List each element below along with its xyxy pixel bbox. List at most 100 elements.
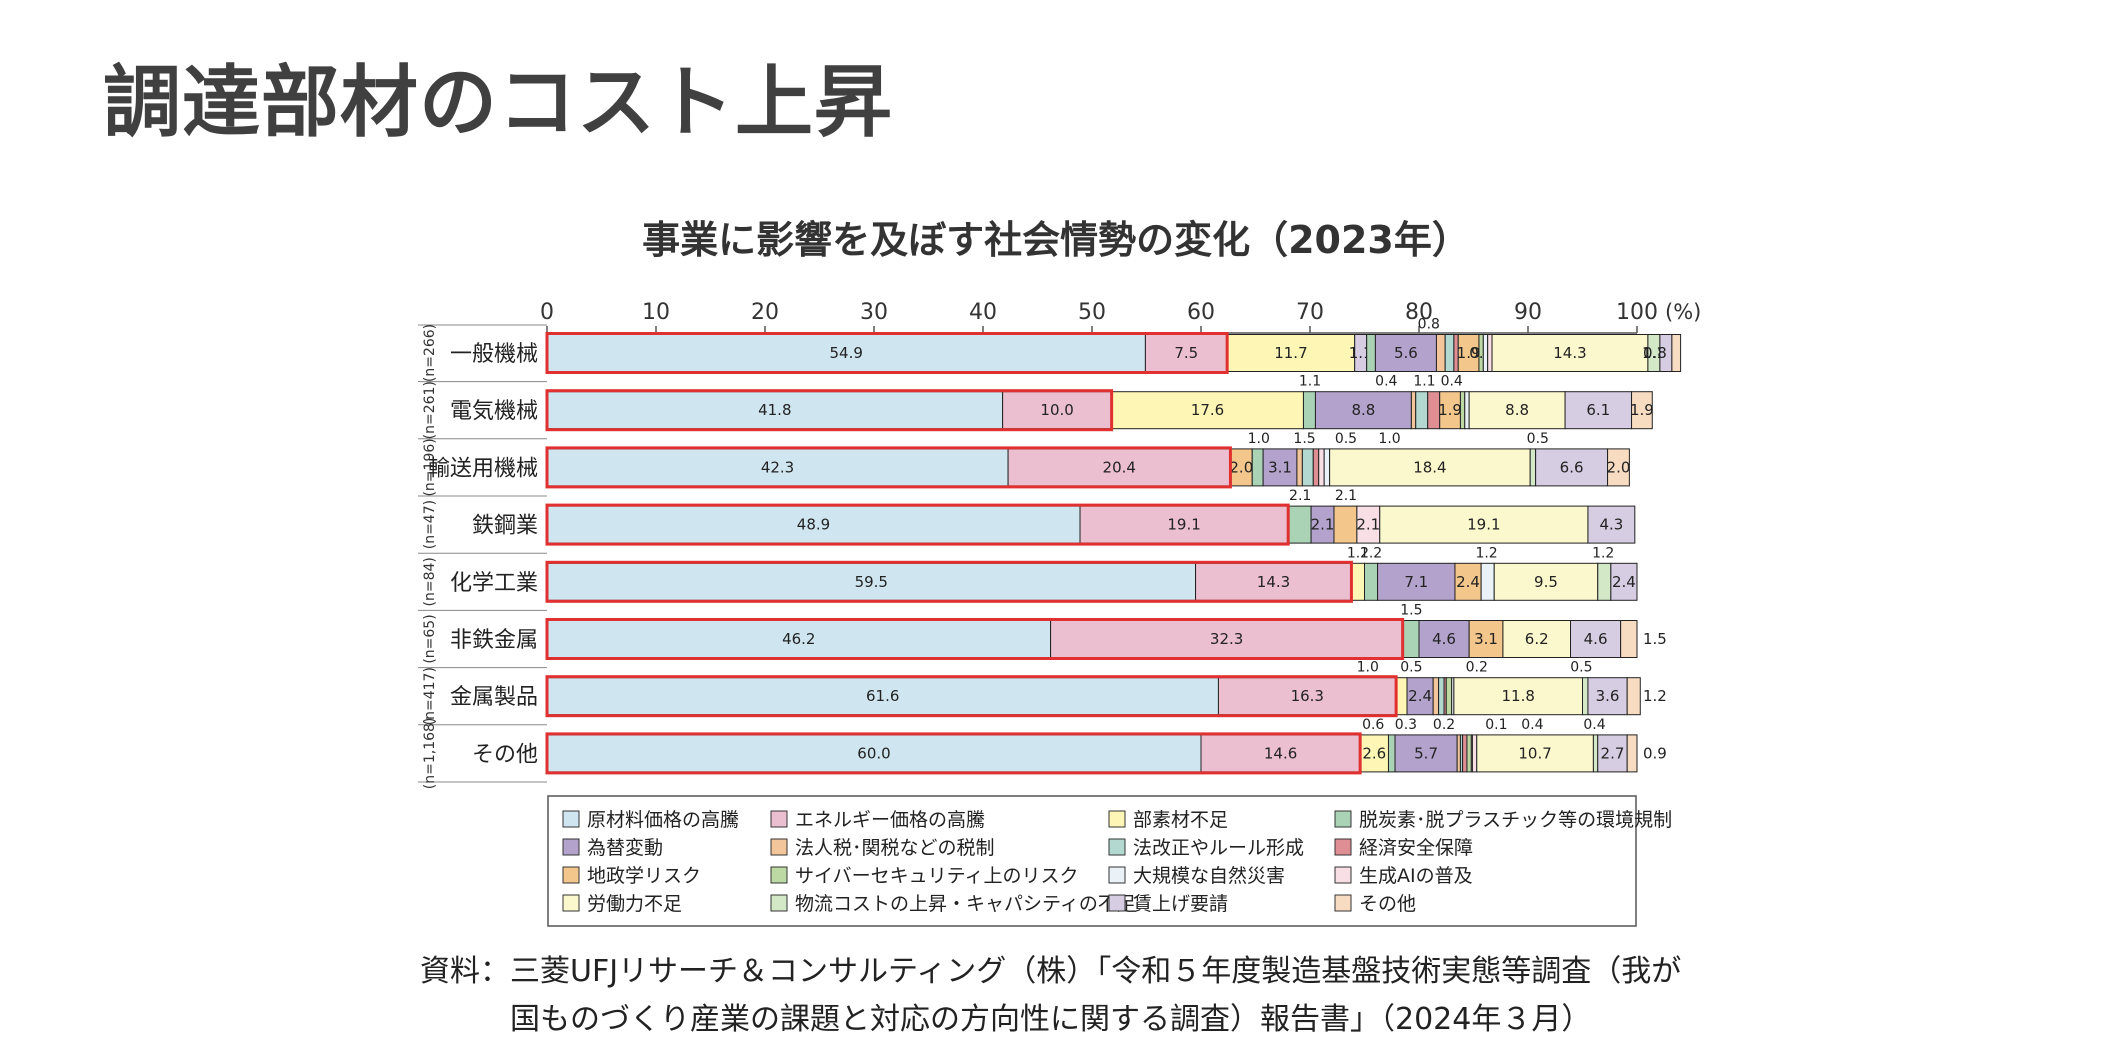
legend-swatch — [1334, 894, 1352, 912]
bar-segment — [1491, 334, 1649, 372]
bar-segment — [1251, 448, 1264, 487]
bar-segment — [1318, 448, 1325, 487]
legend-item: その他 — [1334, 893, 1416, 915]
legend-label: エネルギー価格の高騰 — [795, 809, 985, 831]
category-label: 非鉄金属 — [450, 628, 538, 653]
bar-value-label: 2.1 — [1311, 516, 1335, 534]
bar-value-label: 2.1 — [1356, 516, 1380, 534]
bar-segment — [1377, 562, 1456, 601]
bar-value-label: 4.6 — [1584, 630, 1608, 648]
legend-item: 賃上げ要請 — [1108, 893, 1228, 915]
bar-segment — [1262, 448, 1298, 487]
bar-segment — [1287, 505, 1312, 544]
legend-swatch — [562, 894, 580, 912]
right-value-label: 1.2 — [1643, 687, 1667, 705]
bar-value-label: 2.0 — [1229, 458, 1253, 476]
highlight-frame — [545, 389, 1114, 432]
bar-value-label: 9.5 — [1534, 573, 1558, 591]
bar-segment — [1587, 505, 1636, 544]
bar-segment — [1453, 677, 1583, 716]
bar-segment — [1007, 448, 1231, 487]
x-tick-label: 90 — [1514, 300, 1542, 325]
bar-segment — [1462, 734, 1468, 773]
legend-label: 法改正やルール形成 — [1133, 837, 1304, 859]
bar-value-label: 17.6 — [1191, 401, 1224, 419]
small-value-annotation: 1.0 — [1378, 431, 1400, 447]
bar-segment — [1487, 334, 1493, 372]
small-value-annotation: 0.5 — [1335, 431, 1357, 447]
bar-row: (n=266) 一般機械 54.9 7.5 11.7 1.1 5.6 1.90.4 14.3 1.… — [418, 317, 1682, 382]
bar-segment — [1464, 391, 1470, 430]
small-value-annotation: 1.2 — [1592, 545, 1614, 561]
small-value-annotation: 1.0 — [1357, 660, 1379, 676]
x-tick-label: 80 — [1405, 300, 1433, 325]
small-value-annotation: 1.2 — [1475, 545, 1497, 561]
bar-row: (n=417) 金属製品 61.6 16.3 2.4 11.8 3.6 1.0 0.5 0.2 0.… — [418, 660, 1667, 725]
row-sample-size: (n=196) — [422, 438, 438, 496]
x-tick-label: 40 — [969, 300, 997, 325]
bar-value-label: 5.7 — [1414, 744, 1438, 762]
bar-row: (n=1,168) その他 60.0 14.6 2.6 5.7 10.7 2.7 0.6 0.3 0… — [418, 717, 1667, 789]
bar-segment — [1570, 620, 1622, 658]
bar-value-label: 7.5 — [1174, 344, 1198, 362]
bar-row: (n=84) 化学工業 59.5 14.3 7.1 2.4 9.5 2.41.21.2 1.2 1… — [418, 545, 1638, 611]
bar-value-label: 3.1 — [1268, 458, 1292, 476]
legend-item: 為替変動 — [562, 837, 663, 859]
bar-segment — [1631, 391, 1653, 430]
legend-label: 原材料価格の高騰 — [587, 809, 739, 831]
category-label: 輸送用機械 — [428, 456, 538, 481]
bar-segment — [1438, 677, 1445, 716]
bar-segment — [1597, 734, 1628, 773]
legend-item: エネルギー価格の高騰 — [770, 809, 985, 831]
legend-item: 物流コストの上昇・キャパシティの不足 — [770, 893, 1136, 915]
small-value-annotation: 0.2 — [1433, 717, 1455, 733]
category-label: 化学工業 — [450, 571, 538, 596]
legend-swatch — [1334, 810, 1352, 828]
bar-segment — [1314, 391, 1412, 430]
x-unit-label: (%) — [1665, 300, 1701, 324]
bar-value-label: 48.9 — [797, 516, 830, 534]
legend-swatch — [1108, 810, 1126, 828]
legend-item: 地政学リスク — [562, 865, 701, 887]
bar-value-label: 54.9 — [830, 344, 863, 362]
bar-value-label: 2.4 — [1408, 687, 1432, 705]
bar-value-label: 8.8 — [1351, 401, 1375, 419]
highlight-frame — [545, 446, 1232, 489]
bar-value-label: 10.0 — [1040, 401, 1073, 419]
bar-segment — [1374, 334, 1437, 372]
legend-label: 生成AIの普及 — [1359, 865, 1473, 887]
legend-item: サイバーセキュリティ上のリスク — [770, 865, 1078, 887]
bar-segment — [1466, 734, 1472, 773]
bar-value-label: 16.3 — [1291, 687, 1324, 705]
highlight-frame — [545, 332, 1229, 374]
bar-segment — [1312, 448, 1320, 487]
bar-segment — [1410, 391, 1417, 430]
chart-title: 事業に影響を及ぼす社会情勢の変化（2023年） — [642, 218, 1470, 262]
row-sample-size: (n=47) — [422, 500, 438, 549]
legend-item: 経済安全保障 — [1334, 837, 1473, 859]
bar-segment — [1445, 677, 1453, 716]
bar-value-label: 5.6 — [1394, 344, 1418, 362]
bar-segment — [1432, 677, 1440, 716]
bar-row: (n=47) 鉄鋼業 48.9 19.1 2.1 2.1 19.1 4.32.1 2.1 — [418, 488, 1636, 554]
small-value-annotation: 0.5 — [1570, 660, 1592, 676]
small-value-annotation: 0.3 — [1395, 717, 1417, 733]
bar-segment — [1444, 334, 1455, 372]
small-value-annotation: 1.1 — [1299, 374, 1321, 390]
bar-value-label: 19.1 — [1167, 516, 1200, 534]
bar-value-label: 4.6 — [1432, 630, 1456, 648]
bar-value-label: 2.7 — [1601, 744, 1625, 762]
bar-value-label: 4.3 — [1599, 516, 1623, 534]
legend-label: 賃上げ要請 — [1133, 893, 1228, 915]
legend-swatch — [562, 838, 580, 856]
bar-segment — [1592, 734, 1599, 773]
slide-title: 調達部材のコスト上昇 — [103, 58, 894, 148]
legend-swatch — [1108, 866, 1126, 884]
row-sample-size: (n=84) — [422, 557, 438, 606]
right-value-label: 0.9 — [1643, 744, 1667, 762]
bar-segment — [1597, 562, 1612, 601]
legend-label: その他 — [1359, 893, 1416, 915]
bar-segment — [1402, 620, 1420, 658]
bar-segment — [1476, 734, 1594, 773]
